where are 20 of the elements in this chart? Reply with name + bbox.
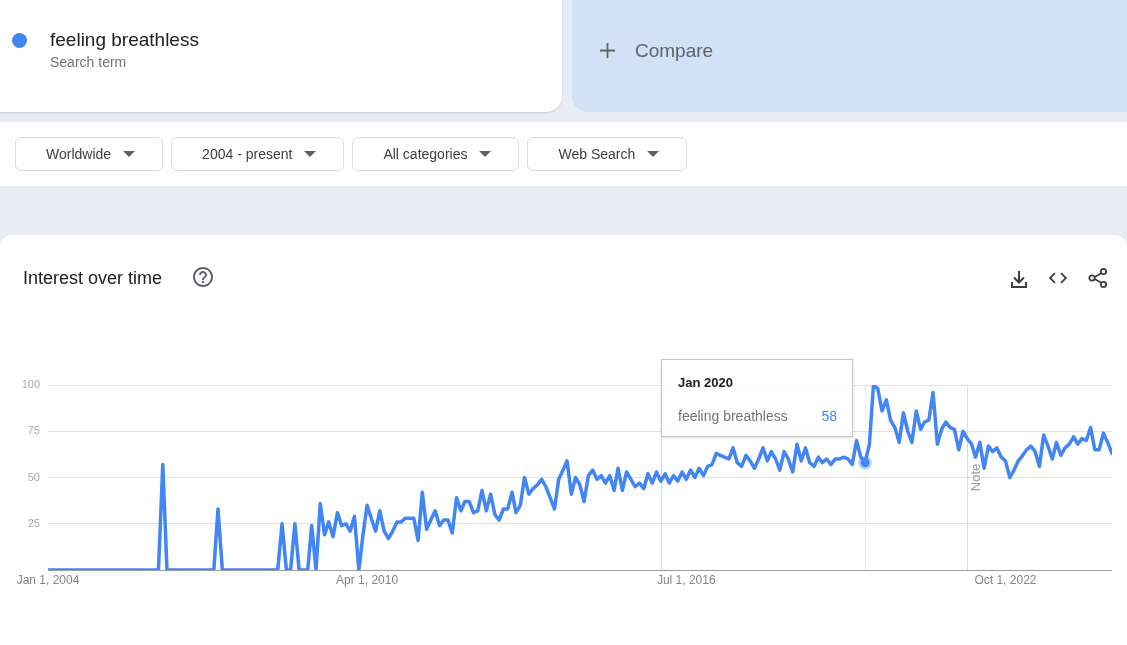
y-tick-label: 25 <box>27 516 40 529</box>
x-tick-label: Apr 1, 2010 <box>336 572 399 587</box>
y-tick-label: 100 <box>21 378 40 391</box>
text: Search term <box>50 53 128 71</box>
dropdown: Worldwide <box>15 137 164 171</box>
annotation: Jan 2020 <box>678 374 733 392</box>
x-tick-label: Jul 1, 2016 <box>656 572 716 587</box>
x-tick-label: Jan 1, 2004 <box>16 572 80 587</box>
y-tick-label: 75 <box>27 424 40 437</box>
legend-label: feeling breathless <box>50 28 199 52</box>
chart-title: Interest over time <box>23 267 163 290</box>
dropdown: Web Search <box>527 137 688 171</box>
y-tick-label: 50 <box>27 470 40 483</box>
ref-line-label: Note <box>967 463 983 492</box>
data-label: 58 <box>821 407 837 425</box>
compare-button: Compare <box>572 0 1127 112</box>
dropdown: 2004 - present <box>171 137 345 171</box>
tooltip: Jan 2020 feeling breathless 58 <box>661 359 853 437</box>
x-tick-label: Oct 1, 2022 <box>974 572 1037 587</box>
dropdown: All categories <box>352 137 520 171</box>
